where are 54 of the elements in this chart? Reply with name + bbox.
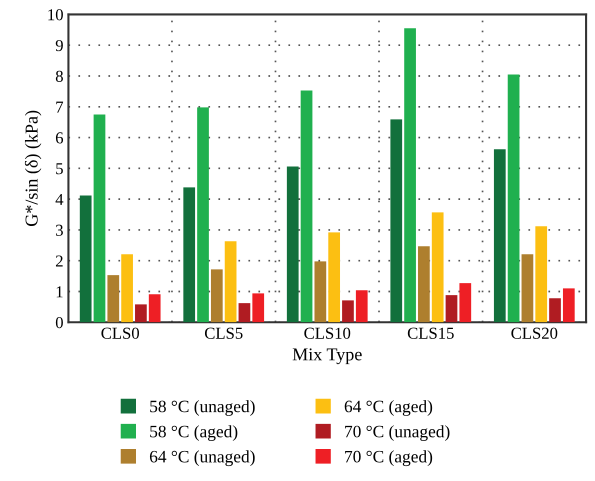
y-tick-label: 2 [56,255,63,266]
y-tick-label: 7 [56,102,64,113]
legend-label: 70 °C (unaged) [345,425,450,441]
bar [183,187,196,322]
bar [238,303,250,322]
bar [148,294,161,322]
y-tick-label: 8 [56,70,63,82]
bar [94,114,106,322]
x-tick-label: CLS20 [511,328,558,339]
bar [210,269,223,322]
x-tick-label: CLS0 [101,328,140,339]
legend-label: 70 °C (aged) [345,450,432,466]
bar [508,74,520,322]
y-tick-label: 6 [56,132,64,144]
bar [390,119,402,322]
bar [197,107,209,322]
bar [121,254,133,322]
bar [252,293,264,322]
bar [432,212,444,322]
legend-label: 58 °C (aged) [150,425,238,441]
y-tick-label: 10 [48,9,63,20]
bar [562,288,575,322]
bar [522,254,534,322]
bar [494,149,506,322]
bar [286,166,299,322]
y-tick-label: 9 [56,40,63,52]
bar [224,241,236,322]
bar [314,261,326,322]
bar [356,290,368,322]
bar [107,275,120,322]
bar [80,195,92,322]
y-tick-label: 4 [56,194,64,205]
bar [446,295,458,322]
y-tick-label: 3 [56,224,63,236]
legend-label: 64 °C (unaged) [150,450,255,466]
y-axis-title: G*/sin (δ) (kPa) [24,110,42,226]
bar [404,28,416,322]
bar [135,304,147,322]
bar [459,283,472,322]
y-tick-label: 1 [56,286,63,298]
x-tick-label: CLS5 [204,328,243,339]
bar [328,232,340,322]
bar [300,90,312,322]
bar [535,226,548,322]
y-tick-label: 0 [56,316,63,328]
bar [549,298,561,322]
x-tick-label: CLS10 [304,328,350,339]
y-tick-label: 5 [56,163,63,174]
bar [418,246,430,322]
legend-label: 58 °C (unaged) [150,400,255,416]
legend-label: 64 °C (aged) [344,400,432,416]
x-axis-title: Mix Type [292,348,362,364]
bar [342,300,354,322]
x-tick-label: CLS15 [408,328,454,339]
